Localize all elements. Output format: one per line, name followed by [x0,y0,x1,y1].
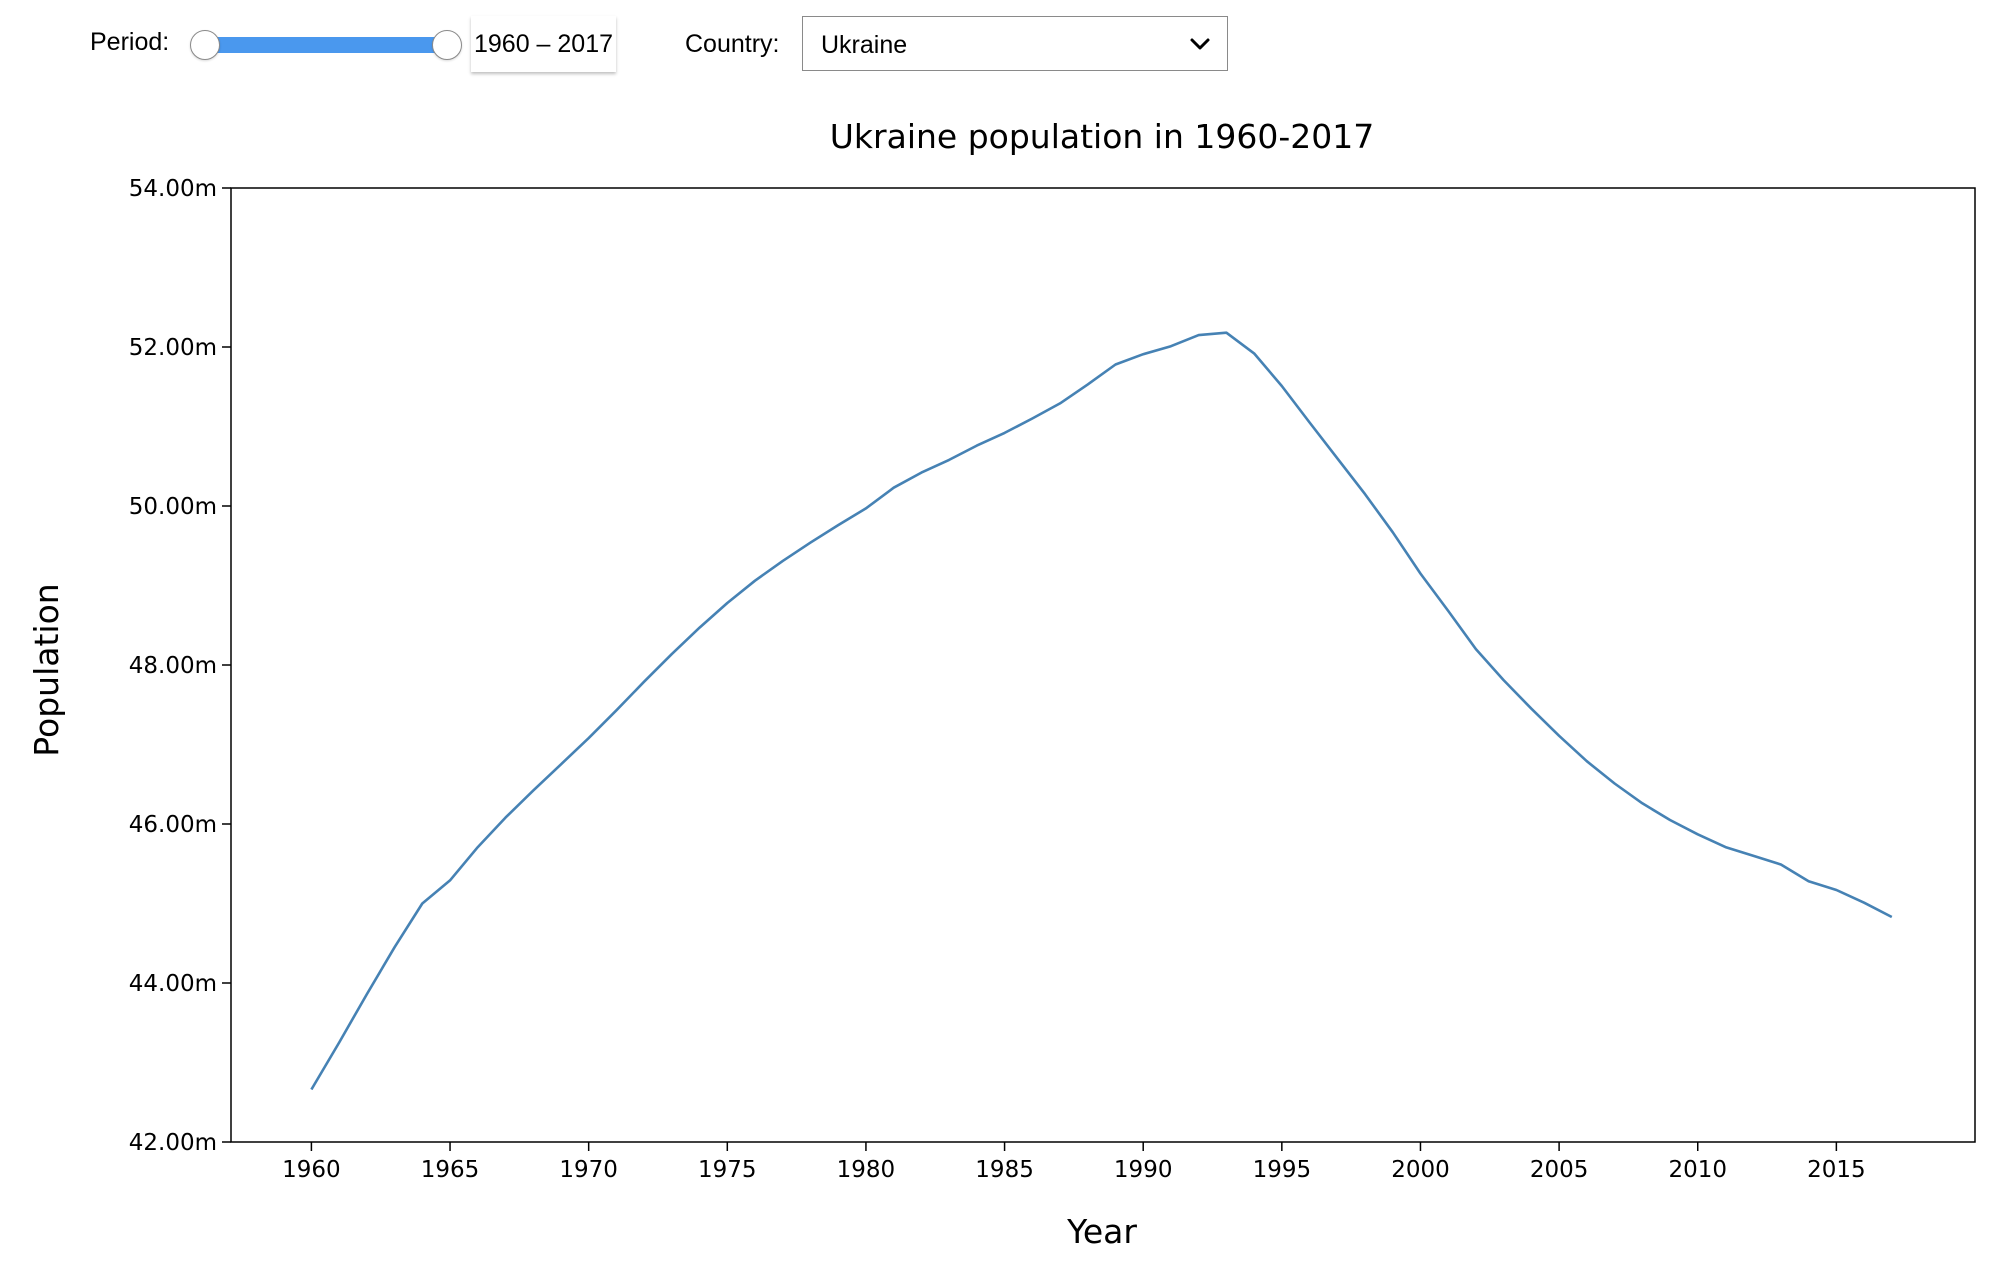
x-tick-label: 1980 [837,1157,896,1183]
controls-bar: Period: 1960 – 2017 Country: Ukraine [0,0,2000,90]
plot-frame [230,187,1976,1143]
period-range-readout: 1960 – 2017 [471,16,616,72]
chevron-down-icon [1190,38,1210,50]
slider-track[interactable] [206,37,446,53]
x-tick-label: 2010 [1668,1157,1727,1183]
country-select[interactable]: Ukraine [802,16,1228,71]
y-axis-label: Population [27,583,66,756]
period-label: Period: [90,28,170,56]
y-axis-ticks: 42.00m 44.00m 46.00m 48.00m 50.00m 52.00m 54.0… [129,176,231,1156]
y-tick-label: 42.00m [129,1130,217,1156]
y-tick-label: 46.00m [129,812,217,838]
x-tick-label: 2005 [1530,1157,1589,1183]
country-label: Country: [685,30,780,58]
x-tick-label: 1960 [282,1157,341,1183]
x-tick-label: 1995 [1253,1157,1312,1183]
y-tick-label: 44.00m [129,971,217,997]
x-axis-ticks: 1960 1965 1970 1975 1980 1985 1990 1995 2000 2005… [282,1142,1866,1183]
x-tick-label: 2000 [1391,1157,1450,1183]
y-tick-label: 52.00m [129,335,217,361]
x-tick-label: 1990 [1114,1157,1173,1183]
x-tick-label: 1985 [975,1157,1034,1183]
country-select-value: Ukraine [821,31,908,59]
slider-start-handle[interactable] [190,30,220,60]
series-line [310,331,1893,1091]
y-tick-label: 54.00m [129,176,217,202]
x-axis-label: Year [1066,1212,1137,1251]
period-range-slider[interactable] [190,30,462,60]
y-tick-label: 48.00m [129,653,217,679]
x-tick-label: 2015 [1807,1157,1866,1183]
chart-title: Ukraine population in 1960-2017 [830,117,1374,156]
slider-end-handle[interactable] [432,30,462,60]
x-tick-label: 1975 [698,1157,757,1183]
y-tick-label: 50.00m [129,494,217,520]
x-tick-label: 1970 [559,1157,618,1183]
population-line-chart: Ukraine population in 1960-2017 42.00m 44… [27,117,1976,1251]
x-tick-label: 1965 [421,1157,480,1183]
